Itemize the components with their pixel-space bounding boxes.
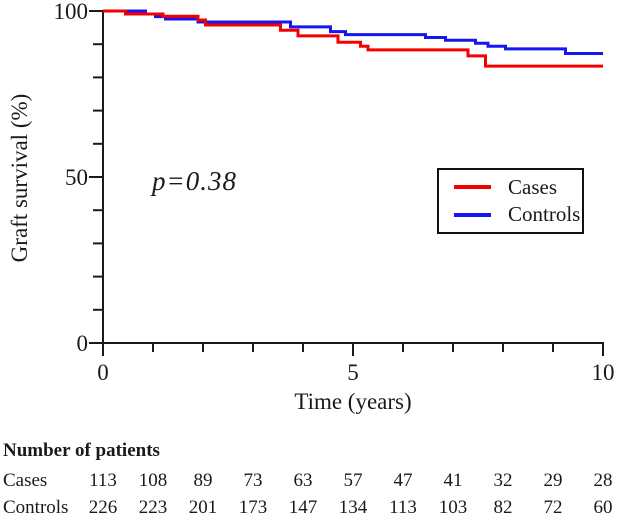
- risk-table-title: Number of patients: [3, 440, 160, 461]
- risk-count: 113: [389, 497, 417, 518]
- risk-count: 108: [138, 470, 168, 491]
- risk-count: 60: [593, 497, 613, 518]
- x-tick-label: 5: [347, 360, 359, 385]
- risk-count: 147: [288, 497, 318, 518]
- risk-count: 28: [593, 470, 613, 491]
- risk-count: 103: [438, 497, 468, 518]
- survival-curve-controls: [103, 9, 603, 55]
- risk-row-controls: Controls 226 223 201 173 147 134 113 103 82 72 60: [0, 497, 617, 519]
- risk-count: 72: [543, 497, 563, 518]
- risk-count: 73: [243, 470, 263, 491]
- y-tick-label: 0: [77, 331, 89, 356]
- km-chart-canvas: 100 50 00 5 10: [54, 0, 615, 385]
- controls-line-swatch: [454, 212, 491, 217]
- risk-count: 223: [138, 497, 168, 518]
- legend-label-cases: Cases: [508, 174, 557, 199]
- legend-item-cases: Cases: [439, 174, 582, 199]
- risk-count: 47: [393, 470, 413, 491]
- risk-count: 113: [89, 470, 117, 491]
- legend: Cases Controls: [437, 168, 584, 234]
- y-tick-label: 50: [65, 165, 88, 190]
- survival-curve-cases: [103, 9, 603, 68]
- legend-label-controls: Controls: [508, 202, 581, 227]
- risk-row-label: Controls: [3, 497, 69, 518]
- risk-count: 29: [543, 470, 563, 491]
- risk-count: 89: [193, 470, 213, 491]
- cases-line-swatch: [454, 185, 491, 190]
- risk-count: 173: [238, 497, 268, 518]
- y-axis-label: Graft survival (%): [7, 93, 32, 263]
- risk-count: 41: [443, 470, 463, 491]
- p-value-annotation: p=0.38: [152, 166, 237, 196]
- legend-item-controls: Controls: [439, 204, 582, 225]
- x-axis-label: Time (years): [294, 389, 412, 414]
- risk-count: 134: [338, 497, 368, 518]
- risk-count: 226: [88, 497, 118, 518]
- y-tick-label: 100: [54, 0, 89, 24]
- risk-row-cases: Cases 113 108 89 73 63 57 47 41 32 29 28: [0, 470, 617, 492]
- risk-count: 201: [188, 497, 218, 518]
- risk-count: 63: [293, 470, 313, 491]
- risk-count: 82: [493, 497, 513, 518]
- risk-row-label: Cases: [3, 470, 48, 491]
- x-tick-label: 10: [592, 360, 615, 385]
- risk-count: 32: [493, 470, 513, 491]
- x-tick-label: 0: [97, 360, 109, 385]
- risk-count: 57: [343, 470, 363, 491]
